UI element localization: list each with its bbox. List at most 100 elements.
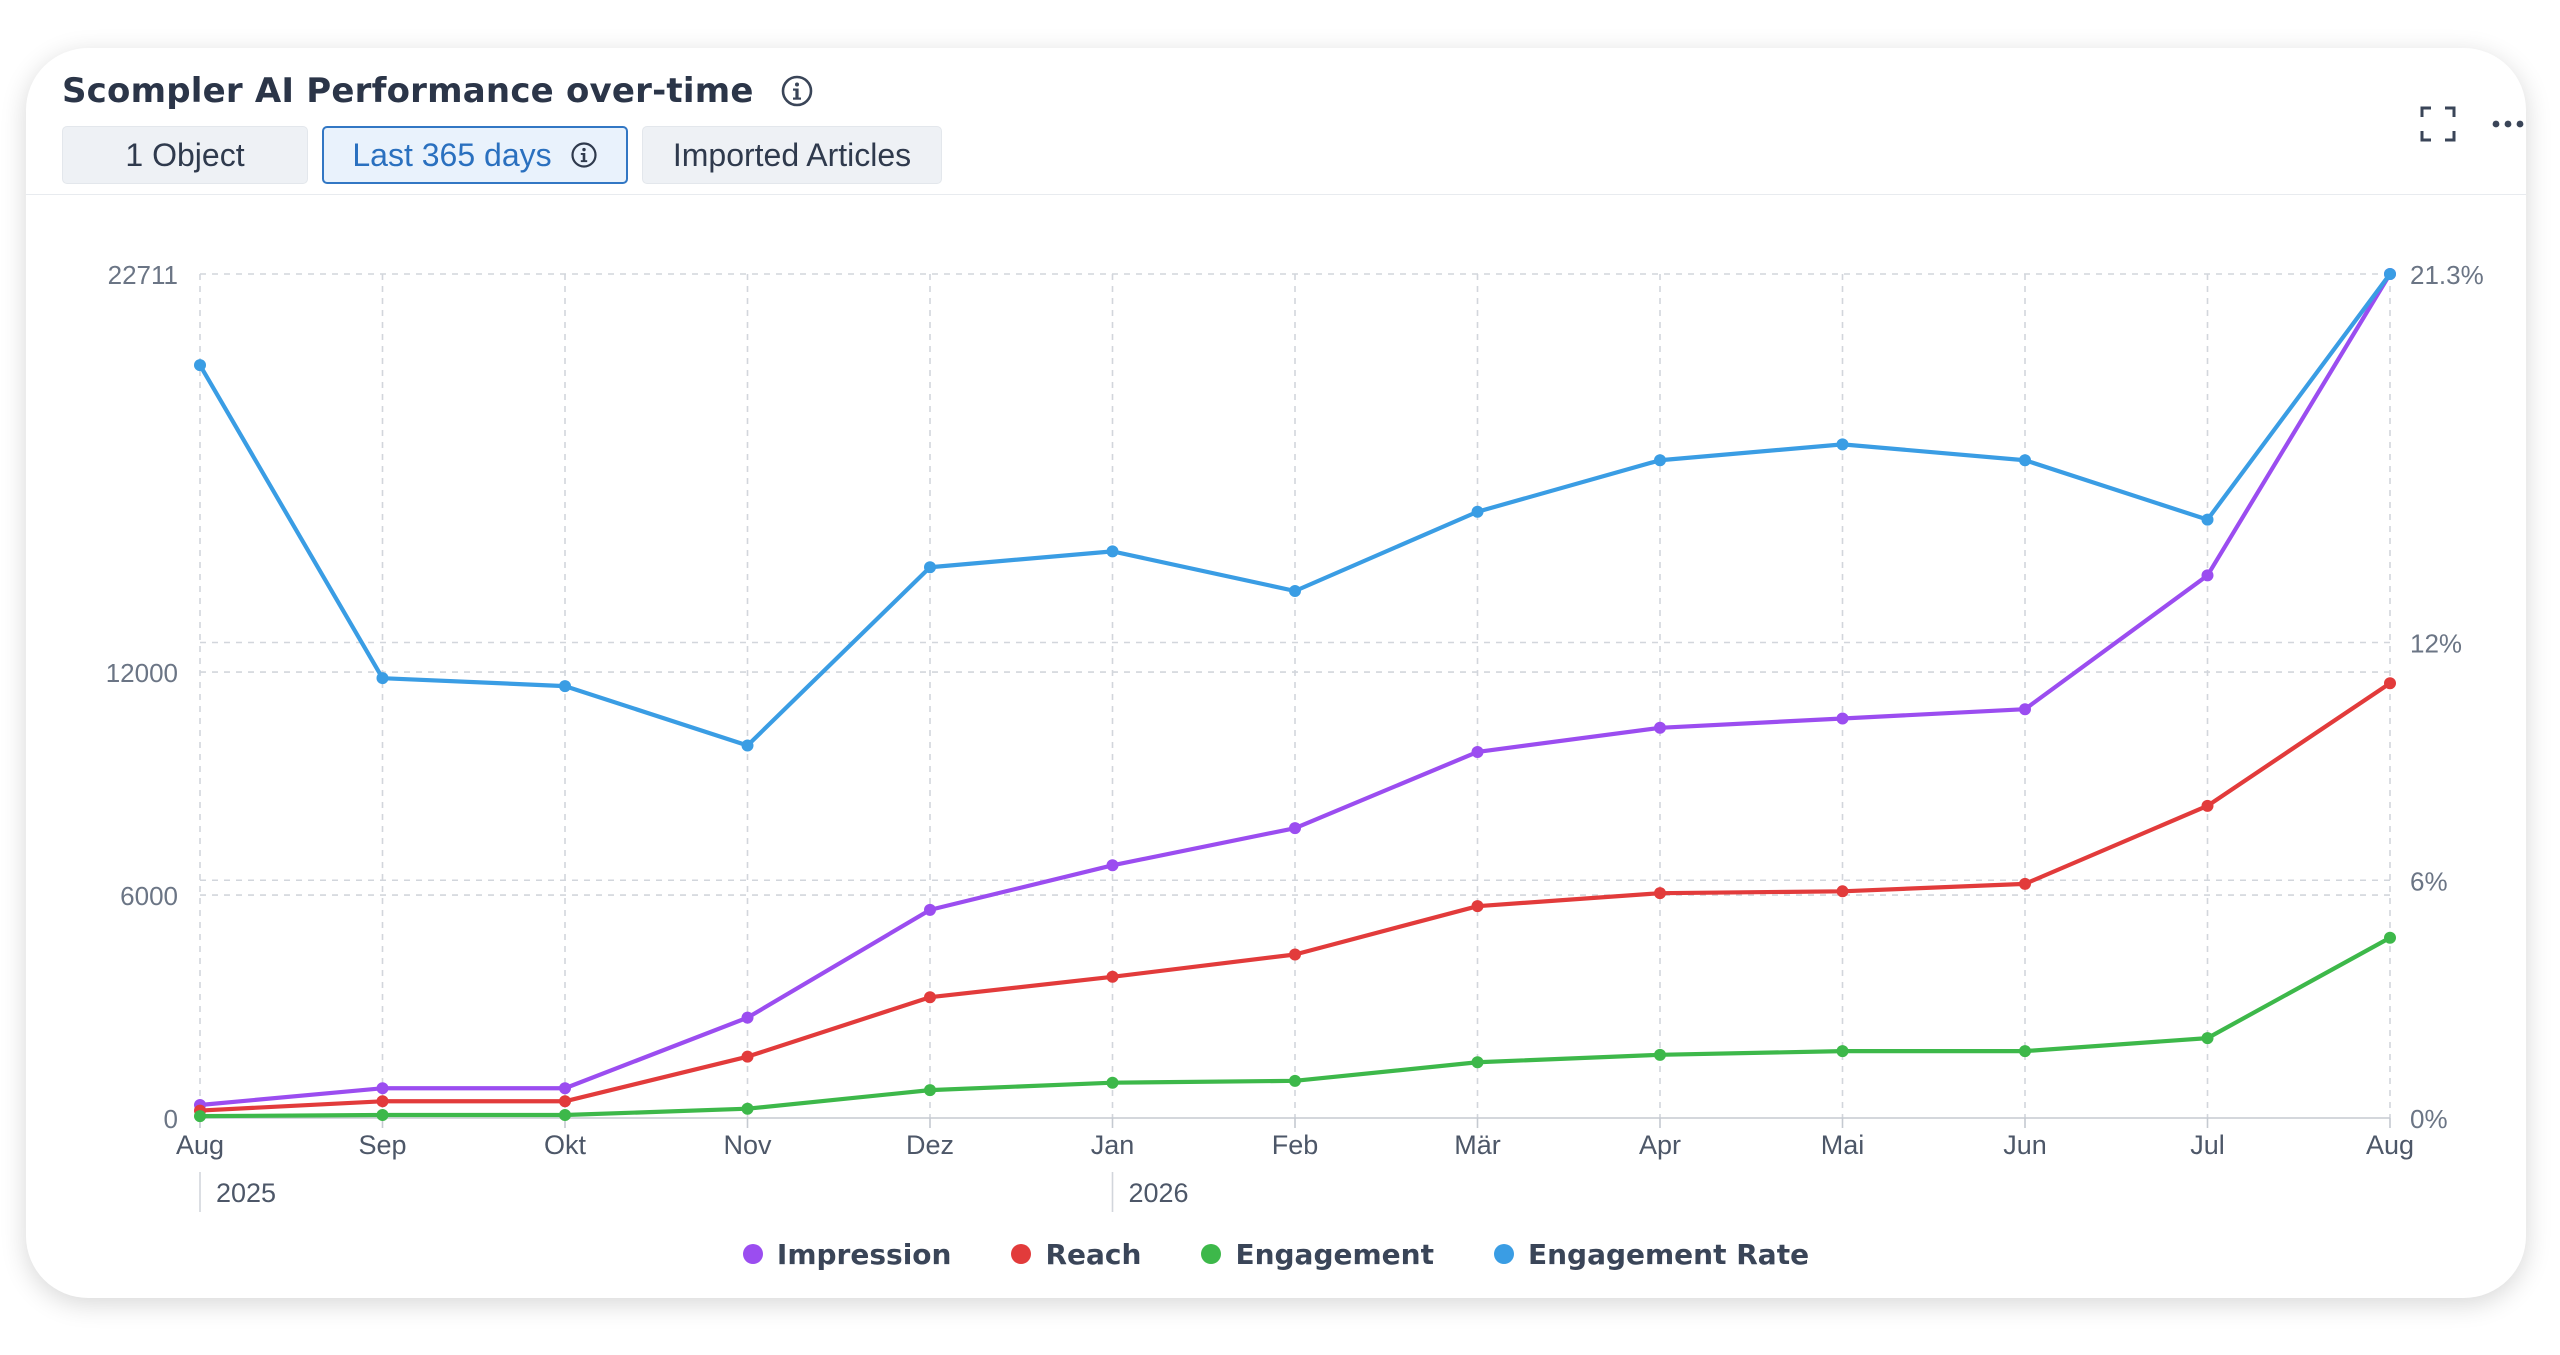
data-point-impression [1471,745,1484,758]
y-right-tick-label: 6% [2410,866,2448,896]
x-tick-label: Aug [2366,1130,2414,1160]
legend-label: Impression [776,1237,952,1271]
info-icon[interactable] [780,74,814,108]
fullscreen-icon[interactable] [2416,102,2460,146]
x-tick-label: Jun [2003,1130,2047,1160]
data-point-engagement-rate [1836,438,1849,451]
data-point-impression [1654,721,1666,734]
data-point-engagement [2019,1045,2031,1058]
data-point-engagement-rate [2019,454,2031,467]
data-point-reach [1106,970,1119,983]
data-point-engagement [559,1109,571,1122]
data-point-engagement [1106,1076,1119,1089]
data-point-reach [376,1095,389,1108]
x-tick-label: Dez [906,1130,954,1160]
x-tick-label: Mär [1454,1130,1501,1160]
source-filter-chip[interactable]: Imported Articles [642,126,942,184]
data-point-engagement-rate [1289,584,1301,597]
data-point-impression [1836,712,1849,725]
data-point-engagement-rate [559,680,571,693]
data-point-reach [2201,799,2214,812]
data-point-engagement [194,1110,206,1123]
legend-marker [1011,1244,1032,1264]
data-point-engagement-rate [1106,545,1119,558]
data-point-reach [2019,877,2031,890]
x-tick-label: Apr [1639,1130,1681,1160]
object-filter-label: 1 Object [125,136,245,173]
data-point-reach [1836,885,1849,898]
data-point-engagement [924,1084,936,1097]
data-point-engagement-rate [924,561,936,574]
data-point-engagement [2201,1032,2214,1045]
chart-card: Scompler AI Performance over-time 1 Obje… [26,48,2526,1298]
info-icon [571,142,597,168]
data-point-engagement [376,1109,389,1122]
legend-marker [1493,1244,1514,1264]
x-tick-label: Jul [2190,1130,2225,1160]
data-point-engagement [2384,931,2396,944]
data-point-engagement [741,1102,754,1115]
data-point-impression [376,1082,389,1095]
data-point-engagement [1289,1074,1301,1087]
chart-title: Scompler AI Performance over-time [62,71,754,111]
chart-legend: Impression Reach Engagement Engagement Rate [26,1234,2526,1274]
data-point-reach [924,991,936,1004]
y-left-tick-label: 22711 [108,260,178,290]
data-point-engagement [1471,1056,1484,1069]
data-point-impression [2201,569,2214,582]
data-point-reach [741,1050,754,1063]
data-point-impression [1106,859,1119,872]
y-right-tick-label: 0% [2410,1104,2448,1134]
x-tick-label: Okt [544,1130,587,1160]
y-left-tick-label: 0 [164,1104,178,1134]
object-filter-chip[interactable]: 1 Object [62,126,308,184]
data-point-engagement-rate [194,359,206,372]
data-point-impression [741,1011,754,1024]
data-point-impression [1289,822,1301,835]
line-chart: 0 6000 12000 22711 0% 6% 12% 21.3% Aug Sep Okt Nov D… [106,260,2484,1212]
legend-marker [1201,1244,1222,1264]
data-point-impression [2019,703,2031,716]
data-point-reach [2384,677,2396,690]
y-right-tick-label: 12% [2410,629,2462,659]
data-point-reach [1289,948,1301,961]
data-point-engagement-rate [1471,505,1484,518]
legend-item-engagement[interactable]: Engagement [1201,1234,1434,1274]
legend-item-impression[interactable]: Impression [742,1234,952,1274]
title-row: Scompler AI Performance over-time [62,66,814,116]
y-left-tick-label: 6000 [120,881,178,911]
x-tick-label: Jan [1091,1130,1135,1160]
x-tick-label: Nov [723,1130,772,1160]
legend-item-engagement-rate[interactable]: Engagement Rate [1493,1234,1810,1274]
data-point-engagement-rate [2384,268,2396,280]
data-point-reach [1654,887,1666,900]
data-point-engagement-rate [1654,454,1666,467]
data-point-engagement-rate [2201,513,2214,526]
year-label: 2025 [216,1178,276,1208]
legend-label: Reach [1045,1237,1142,1271]
data-point-reach [559,1095,571,1108]
year-label: 2026 [1129,1178,1189,1208]
legend-label: Engagement Rate [1527,1237,1810,1271]
data-point-engagement-rate [741,739,754,752]
legend-label: Engagement [1235,1237,1434,1271]
data-point-engagement [1654,1048,1666,1061]
x-tick-label: Mai [1821,1130,1865,1160]
source-filter-label: Imported Articles [672,136,912,173]
x-tick-label: Aug [176,1130,224,1160]
y-right-tick-label: 21.3% [2410,260,2484,290]
data-point-impression [559,1082,571,1095]
legend-item-reach[interactable]: Reach [1011,1234,1141,1274]
date-range-label: Last 365 days [352,136,552,173]
data-point-impression [924,903,936,916]
more-horizontal-icon[interactable] [2486,102,2526,146]
data-point-engagement-rate [376,672,389,685]
y-left-tick-label: 12000 [106,658,178,688]
header-divider [26,194,2526,195]
legend-marker [742,1244,763,1264]
x-tick-label: Sep [358,1130,406,1160]
x-tick-label: Feb [1272,1130,1319,1160]
date-range-chip[interactable]: Last 365 days [322,126,628,184]
data-point-reach [1471,900,1484,913]
filter-chips: 1 Object Last 365 days Imported Articles [62,126,942,184]
